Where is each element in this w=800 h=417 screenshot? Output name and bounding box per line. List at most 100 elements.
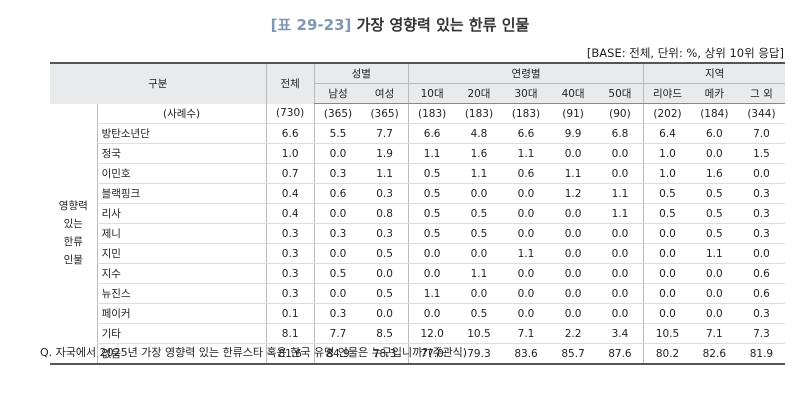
table-title: [표 29-23] 가장 영향력 있는 한류 인물 [0, 14, 800, 35]
table-cell: (183) [407, 103, 456, 124]
table-cell: 9.9 [549, 123, 597, 144]
table-cell: 0.0 [643, 243, 691, 264]
table-cell: 0.0 [361, 303, 409, 324]
table-cell: 0.0 [455, 243, 503, 264]
table-cell: 0.0 [313, 203, 362, 224]
table-cell: (365) [313, 103, 362, 124]
table-row: 리사 0.4 0.0 0.8 0.5 0.5 0.0 0.0 1.1 0.5 0.5 0.3 [50, 203, 785, 224]
table-cell: 0.4 [265, 183, 315, 204]
table-cell: 8.1 [265, 323, 315, 344]
header-col: 40대 [549, 83, 597, 104]
table-cell: (184) [690, 103, 738, 124]
table-cell: 0.3 [361, 223, 409, 244]
table-cell: 0.0 [737, 243, 785, 264]
table-cell: 0.3 [265, 243, 315, 264]
table-cell: 0.0 [502, 303, 550, 324]
table-cell: 0.4 [265, 203, 315, 224]
row-label: 지수 [96, 263, 267, 284]
table-cell: 1.1 [502, 143, 550, 164]
table-cell: 0.8 [361, 203, 409, 224]
table-cell: 0.0 [596, 283, 644, 304]
table-cell: 0.0 [407, 303, 456, 324]
table-cell: 7.1 [502, 323, 550, 344]
header-group: 구분 [50, 62, 267, 104]
table-row: 방탄소년단 6.6 5.5 7.7 6.6 4.8 6.6 9.9 6.8 6.4 6.0 7.0 [50, 123, 785, 144]
table-cell: 6.0 [690, 123, 738, 144]
category-label-line: 영향력 [58, 200, 88, 213]
header-total: 전체 [265, 62, 315, 104]
table-row: 정국 1.0 0.0 1.9 1.1 1.6 1.1 0.0 0.0 1.0 0.0 1.5 [50, 143, 785, 164]
table-cell: 0.3 [737, 303, 785, 324]
category-label-line: 인물 [63, 254, 83, 267]
table-cell: 2.2 [549, 323, 597, 344]
header-col: 리야드 [643, 83, 691, 104]
table-cell: 1.0 [265, 143, 315, 164]
table-cell: 1.1 [407, 283, 456, 304]
header-region: 지역 [643, 62, 785, 84]
table-cell: 8.5 [361, 323, 409, 344]
table-row: 블랙핑크 0.4 0.6 0.3 0.5 0.0 0.0 1.2 1.1 0.5 0.5 0.3 [50, 183, 785, 204]
table-cell: (183) [502, 103, 550, 124]
table-cell: 7.7 [313, 323, 362, 344]
table-cell: 0.5 [690, 223, 738, 244]
table-cell: 1.0 [643, 163, 691, 184]
row-label: 정국 [96, 143, 267, 164]
table-cell: 0.0 [313, 143, 362, 164]
table-cell: 0.6 [502, 163, 550, 184]
header-col: 50대 [596, 83, 644, 104]
table-cell: 0.3 [313, 223, 362, 244]
table-cell: 1.1 [455, 263, 503, 284]
table-row: 이민호 0.7 0.3 1.1 0.5 1.1 0.6 1.1 0.0 1.0 1.6 0.0 [50, 163, 785, 184]
table-cell: 0.3 [361, 183, 409, 204]
table-cell: 0.0 [549, 243, 597, 264]
table-cell: 6.6 [407, 123, 456, 144]
table-cell: 77.0 [407, 343, 456, 365]
header-col: 남성 [313, 83, 362, 104]
table-row: 지민 0.3 0.0 0.5 0.0 0.0 1.1 0.0 0.0 0.0 1.1 0.0 [50, 243, 785, 264]
table-cell: 0.0 [690, 263, 738, 284]
table-cell: 0.0 [407, 263, 456, 284]
table-cell: 7.0 [737, 123, 785, 144]
footnote: Q. 자국에서 2025년 가장 영향력 있는 한류스타 혹은 한국 유명 인물… [40, 346, 467, 359]
row-label: 리사 [96, 203, 267, 224]
table-cell: 0.0 [643, 283, 691, 304]
table-cell: 82.6 [690, 343, 738, 365]
header-col: 여성 [361, 83, 409, 104]
table-row: 뉴진스 0.3 0.0 0.5 1.1 0.0 0.0 0.0 0.0 0.0 0.0 0.6 [50, 283, 785, 304]
table-cell: 0.0 [737, 163, 785, 184]
row-label: 방탄소년단 [96, 123, 267, 144]
header-col: 메카 [690, 83, 738, 104]
table-cell: 0.5 [407, 223, 456, 244]
table-cell: 0.0 [502, 283, 550, 304]
table-cell: 1.5 [737, 143, 785, 164]
table-cell: 0.0 [643, 263, 691, 284]
table-cell: 0.7 [265, 163, 315, 184]
table-cell: 0.0 [407, 243, 456, 264]
table-row: 지수 0.3 0.5 0.0 0.0 1.1 0.0 0.0 0.0 0.0 0.0 0.6 [50, 263, 785, 284]
table-cell: (183) [455, 103, 503, 124]
table-row: 없음 81.6 84.9 78.3 77.0 79.3 83.6 85.7 87.6 80.2 82… [50, 343, 785, 365]
table-cell: 0.3 [737, 203, 785, 224]
row-label: 블랙핑크 [96, 183, 267, 204]
table-cell: 0.5 [455, 223, 503, 244]
row-label: 지민 [96, 243, 267, 264]
table-cell: 0.0 [502, 263, 550, 284]
table-cell: 6.8 [596, 123, 644, 144]
table-cell: 1.1 [407, 143, 456, 164]
table-cell: 12.0 [407, 323, 456, 344]
table-cell: 0.5 [407, 183, 456, 204]
category-label-line: 한류 [63, 236, 83, 249]
header-col: 30대 [502, 83, 550, 104]
table-cell: 0.5 [643, 183, 691, 204]
row-label: 페이커 [96, 303, 267, 324]
table-row: 페이커 0.1 0.3 0.0 0.0 0.5 0.0 0.0 0.0 0.0 0.0 0.3 [50, 303, 785, 324]
table-cell: 1.2 [549, 183, 597, 204]
table-cell: (730) [265, 103, 315, 124]
table-cell: 0.0 [455, 283, 503, 304]
table-cell: 0.5 [455, 303, 503, 324]
table-cell: 7.3 [737, 323, 785, 344]
table-cell: 1.1 [549, 163, 597, 184]
table-cell: 0.5 [643, 203, 691, 224]
table-cell: 0.3 [737, 223, 785, 244]
table-cell: 0.6 [737, 283, 785, 304]
